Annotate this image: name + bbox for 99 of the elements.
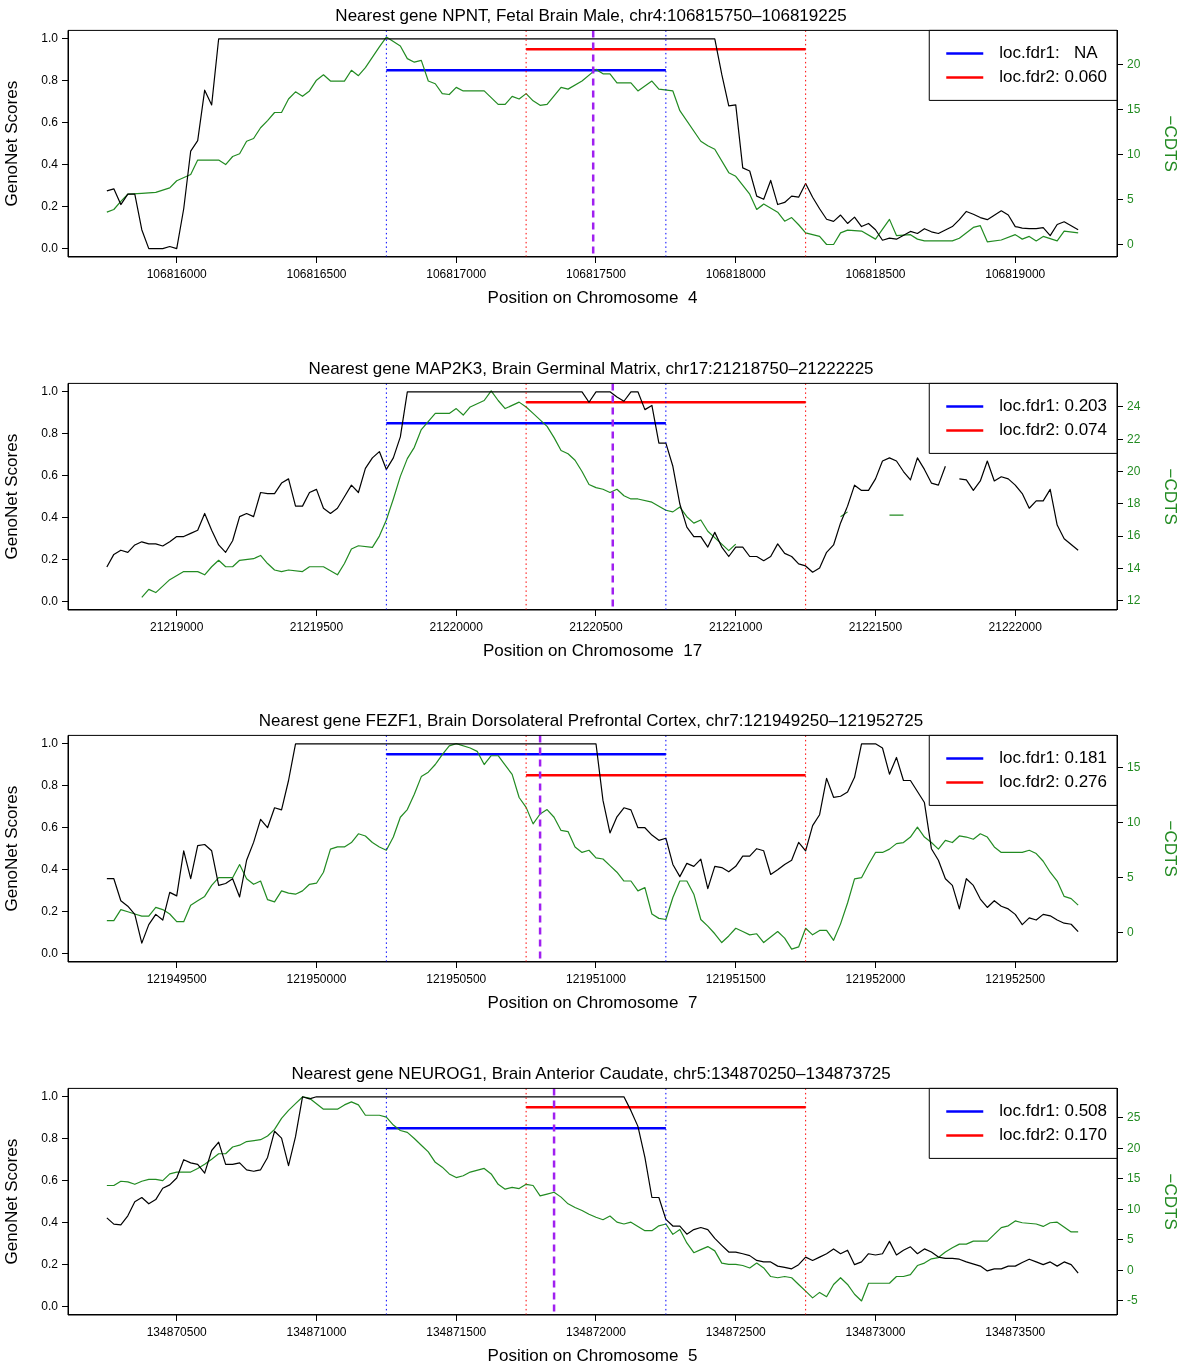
x-tick-label: 21222000	[988, 619, 1043, 634]
x-tick-label: 106816500	[286, 266, 347, 281]
x-tick-label: 106817500	[565, 266, 627, 281]
y2-tick-label: 25	[1127, 1110, 1141, 1125]
x-tick-label: 106816000	[146, 266, 208, 281]
chart-title: Nearest gene NEUROG1, Brain Anterior Caudate, chr5:134870250–134873725	[291, 1063, 891, 1083]
y2-tick-label: 20	[1127, 463, 1141, 478]
y-tick-label: 1.0	[41, 736, 59, 751]
x-tick-label: 106819000	[985, 266, 1046, 281]
y-tick-label: 1.0	[41, 31, 59, 46]
legend-label: loc.fdr1: 0.203	[999, 396, 1108, 416]
y2-tick-label: 16	[1127, 528, 1141, 543]
x-tick-label: 106818000	[705, 266, 767, 281]
y2-tick-label: 20	[1127, 57, 1141, 72]
y-tick-label: 0.0	[41, 593, 59, 608]
y2-tick-label: 5	[1127, 191, 1134, 206]
y-tick-label: 0.4	[41, 861, 59, 876]
y-tick-label: 0.4	[41, 1214, 59, 1229]
x-tick-label: 134872500	[705, 1324, 767, 1339]
legend-label: loc.fdr2: 0.074	[999, 420, 1108, 440]
y-tick-label: 0.2	[41, 551, 59, 566]
y2-tick-label: 5	[1127, 870, 1134, 885]
legend-label: loc.fdr1: 0.508	[999, 1101, 1108, 1121]
x-tick-label: 121952500	[985, 971, 1046, 986]
x-tick-label: 121951500	[705, 971, 767, 986]
y2-tick-label: 15	[1127, 102, 1141, 117]
x-axis-title: Position on Chromosome 4	[487, 288, 698, 308]
legend-label: loc.fdr2: 0.170	[999, 1125, 1108, 1145]
chart-title: Nearest gene MAP2K3, Brain Germinal Matrix, chr17:21218750–21222225	[308, 358, 874, 378]
y-tick-label: 0.8	[41, 778, 59, 793]
chart-title: Nearest gene FEZF1, Brain Dorsolateral Prefrontal Cortex, chr7:121949250–121952725	[258, 710, 924, 730]
y2-tick-label: 24	[1127, 399, 1141, 414]
y2-tick-label: 10	[1127, 815, 1141, 830]
y2-axis-title: −CDTS	[1161, 1173, 1181, 1230]
chart-title: Nearest gene NPNT, Fetal Brain Male, chr4:106815750–106819225	[335, 5, 847, 25]
legend-label: loc.fdr1: NA	[999, 43, 1099, 63]
x-tick-label: 21221500	[848, 619, 903, 634]
x-tick-label: 21220500	[569, 619, 624, 634]
legend-label: loc.fdr2: 0.060	[999, 67, 1108, 87]
x-tick-label: 134871500	[426, 1324, 487, 1339]
x-tick-label: 134870500	[146, 1324, 208, 1339]
x-tick-label: 134872000	[565, 1324, 627, 1339]
y2-tick-label: 0	[1127, 1262, 1134, 1277]
x-tick-label: 121949500	[146, 971, 208, 986]
y-axis-title: GenoNet Scores	[1, 80, 21, 207]
x-tick-label: 134873000	[845, 1324, 906, 1339]
x-axis-title: Position on Chromosome 7	[487, 993, 698, 1013]
y-tick-label: 1.0	[41, 1089, 59, 1104]
y2-tick-label: 10	[1127, 147, 1141, 162]
x-tick-label: 134871000	[286, 1324, 347, 1339]
y-tick-label: 0.6	[41, 115, 59, 130]
x-tick-label: 106818500	[845, 266, 906, 281]
y2-tick-label: 0	[1127, 236, 1134, 251]
y-tick-label: 0.6	[41, 1173, 59, 1188]
x-tick-label: 121951000	[565, 971, 627, 986]
x-axis-title: Position on Chromosome 5	[487, 1346, 698, 1366]
y2-tick-label: 15	[1127, 760, 1141, 775]
x-tick-label: 106817000	[426, 266, 487, 281]
y-tick-label: 0.0	[41, 240, 59, 255]
y-tick-label: 0.8	[41, 1131, 59, 1146]
legend-label: loc.fdr2: 0.276	[999, 772, 1108, 792]
y-tick-label: 0.0	[41, 1298, 59, 1313]
y2-tick-label: 10	[1127, 1201, 1141, 1216]
y-tick-label: 0.4	[41, 509, 59, 524]
y2-tick-label: 5	[1127, 1232, 1134, 1247]
y-axis-title: GenoNet Scores	[1, 785, 21, 912]
x-tick-label: 21220000	[429, 619, 484, 634]
x-tick-label: 134873500	[985, 1324, 1046, 1339]
y-axis-title: GenoNet Scores	[1, 433, 21, 560]
y-tick-label: 1.0	[41, 384, 59, 399]
x-tick-label: 21219500	[289, 619, 344, 634]
y2-tick-label: 12	[1127, 592, 1141, 607]
y-axis-title: GenoNet Scores	[1, 1138, 21, 1265]
y2-tick-label: 0	[1127, 924, 1134, 939]
x-tick-label: 121952000	[845, 971, 906, 986]
y-tick-label: 0.2	[41, 903, 59, 918]
x-tick-label: 121950000	[286, 971, 347, 986]
y-tick-label: 0.2	[41, 1256, 59, 1271]
y2-tick-label: 15	[1127, 1171, 1141, 1186]
y2-tick-label: 22	[1127, 431, 1141, 446]
y2-axis-title: −CDTS	[1161, 820, 1181, 877]
x-axis-title: Position on Chromosome 17	[482, 641, 703, 661]
x-tick-label: 21221000	[709, 619, 763, 634]
y2-tick-label: -5	[1127, 1293, 1138, 1308]
x-tick-label: 121950500	[426, 971, 487, 986]
y-tick-label: 0.0	[41, 945, 59, 960]
y-tick-label: 0.6	[41, 820, 59, 835]
y2-tick-label: 20	[1127, 1140, 1141, 1155]
legend-label: loc.fdr1: 0.181	[999, 748, 1108, 768]
y2-tick-label: 18	[1127, 496, 1141, 511]
y-tick-label: 0.8	[41, 426, 59, 441]
y-tick-label: 0.2	[41, 198, 59, 213]
y2-axis-title: −CDTS	[1161, 468, 1181, 525]
y-tick-label: 0.4	[41, 156, 59, 171]
y2-tick-label: 14	[1127, 560, 1141, 575]
y2-axis-title: −CDTS	[1161, 115, 1181, 172]
y-tick-label: 0.8	[41, 73, 59, 88]
y-tick-label: 0.6	[41, 468, 59, 483]
x-tick-label: 21219000	[150, 619, 204, 634]
